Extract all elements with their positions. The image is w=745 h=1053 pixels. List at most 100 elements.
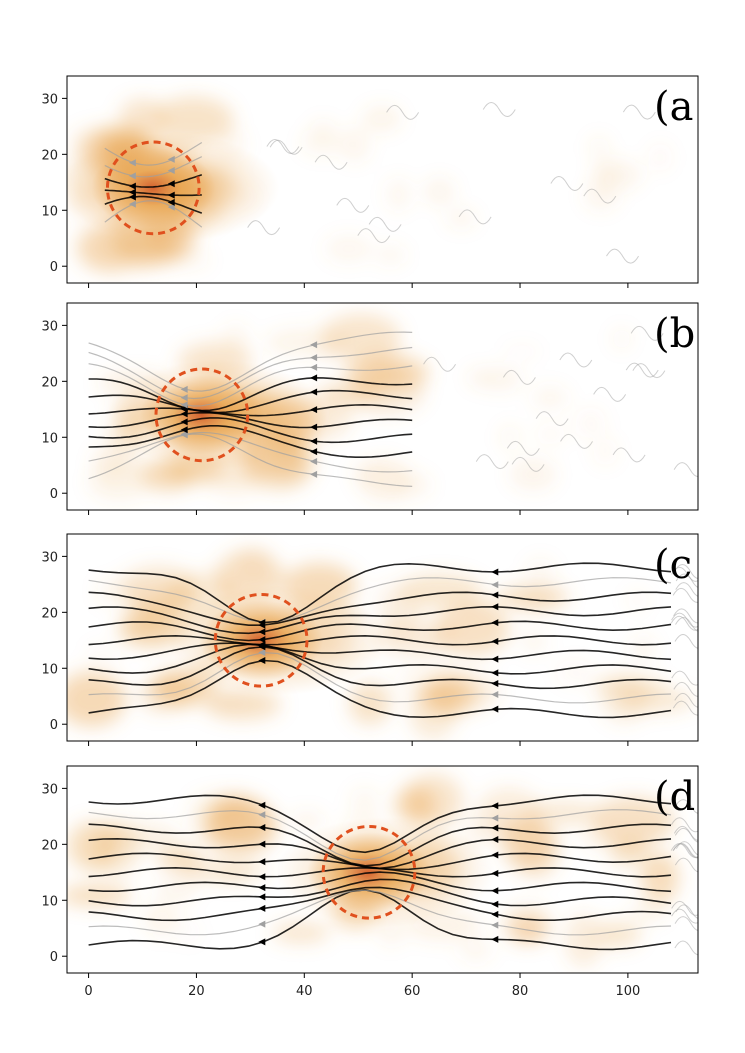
- streamline: [88, 577, 672, 623]
- noise-line: [630, 325, 664, 341]
- panel-label: (a: [654, 84, 693, 130]
- arrow-head: [491, 851, 499, 859]
- streamlines: [88, 325, 698, 487]
- y-tick-label: 10: [41, 204, 58, 219]
- noise-line: [671, 670, 698, 686]
- streamline: [88, 878, 672, 907]
- y-tick-label: 0: [50, 260, 58, 275]
- arrow-head: [491, 824, 499, 832]
- noise-line: [674, 940, 698, 956]
- arrow-head: [180, 385, 188, 393]
- streamline: [88, 645, 672, 690]
- streamline: [88, 634, 672, 646]
- streamline: [88, 809, 672, 861]
- noise-line: [550, 176, 584, 192]
- noise-line: [314, 154, 348, 170]
- heat-halo: [67, 132, 280, 243]
- streamline: [88, 346, 413, 400]
- noise-line: [675, 582, 698, 597]
- arrow-head: [128, 159, 136, 167]
- noise-line: [458, 209, 492, 225]
- noise-line: [269, 139, 303, 155]
- highlight-circle: [105, 140, 201, 236]
- y-tick-label: 0: [50, 487, 58, 502]
- x-tick-label: 0: [84, 984, 92, 999]
- arrow-head: [258, 938, 266, 946]
- arrow-head: [258, 628, 266, 636]
- streamline: [88, 431, 413, 473]
- noise-line: [671, 612, 698, 628]
- plot-area: [67, 545, 698, 740]
- noise-line: [622, 104, 656, 120]
- panel-label: (c: [654, 542, 692, 588]
- arrow-head: [258, 641, 266, 649]
- arrow-head: [310, 470, 318, 478]
- noise-line: [672, 700, 698, 716]
- noise-line: [266, 139, 300, 154]
- streamline: [88, 823, 672, 867]
- highlight-circle: [321, 824, 417, 920]
- arrow-head: [491, 591, 499, 599]
- arrow-head: [310, 363, 318, 371]
- noise-line: [559, 352, 593, 368]
- arrow-head: [128, 188, 136, 196]
- axes-frame: [66, 765, 699, 974]
- noise-line: [357, 228, 391, 244]
- arrow-head: [491, 814, 499, 822]
- streamline: [88, 886, 672, 922]
- y-tick-label: 30: [41, 550, 58, 565]
- arrow-head: [310, 388, 318, 396]
- noise-line: [670, 615, 698, 631]
- streamline: [88, 411, 413, 429]
- y-tick-label: 30: [41, 319, 58, 334]
- arrow-head: [258, 920, 266, 928]
- streamline: [104, 195, 203, 214]
- noise-line: [336, 197, 370, 213]
- noise-line: [674, 799, 698, 814]
- arrow-head: [491, 637, 499, 645]
- noise-line: [583, 188, 617, 204]
- noise-line: [482, 102, 516, 117]
- noise-line: [671, 908, 698, 924]
- arrow-head: [310, 374, 318, 382]
- noise-line: [673, 825, 698, 841]
- arrow-head: [491, 603, 499, 611]
- noise-line: [506, 440, 540, 456]
- arrow-head: [167, 203, 175, 211]
- arrow-head: [491, 705, 499, 713]
- arrow-head: [491, 887, 499, 895]
- arrow-head: [128, 193, 136, 201]
- streamline: [88, 363, 413, 407]
- arrow-head: [258, 619, 266, 627]
- arrow-head: [258, 811, 266, 819]
- noise-line: [674, 692, 698, 708]
- noise-line: [606, 248, 639, 264]
- streamline: [88, 651, 672, 704]
- arrow-head: [180, 401, 188, 409]
- y-tick-label: 20: [41, 148, 58, 163]
- panel-label: (b: [654, 311, 695, 357]
- y-tick-label: 10: [41, 894, 58, 909]
- streamlines: [88, 794, 698, 956]
- arrow-head: [180, 418, 188, 426]
- noise-line: [672, 587, 698, 603]
- arrow-head: [310, 437, 318, 445]
- arrow-head: [310, 341, 318, 349]
- noise-line: [368, 216, 402, 232]
- arrow-head: [491, 568, 499, 576]
- heat-halo: [108, 359, 329, 470]
- x-tick-label: 80: [512, 984, 529, 999]
- streamline: [88, 376, 413, 412]
- noise-line: [423, 356, 457, 372]
- panel-d: 0 10 20 30 0 20 40 60 80 100 (d: [41, 765, 699, 999]
- arrow-head: [167, 167, 175, 175]
- axes-frame: [66, 75, 699, 284]
- noise-line: [673, 462, 698, 478]
- streamline: [88, 403, 413, 417]
- noise-line: [674, 857, 698, 873]
- arrow-head: [258, 823, 266, 831]
- noise-line: [673, 608, 698, 624]
- arrow-head: [310, 423, 318, 431]
- y-tick-label: 20: [41, 606, 58, 621]
- arrow-head: [167, 155, 175, 163]
